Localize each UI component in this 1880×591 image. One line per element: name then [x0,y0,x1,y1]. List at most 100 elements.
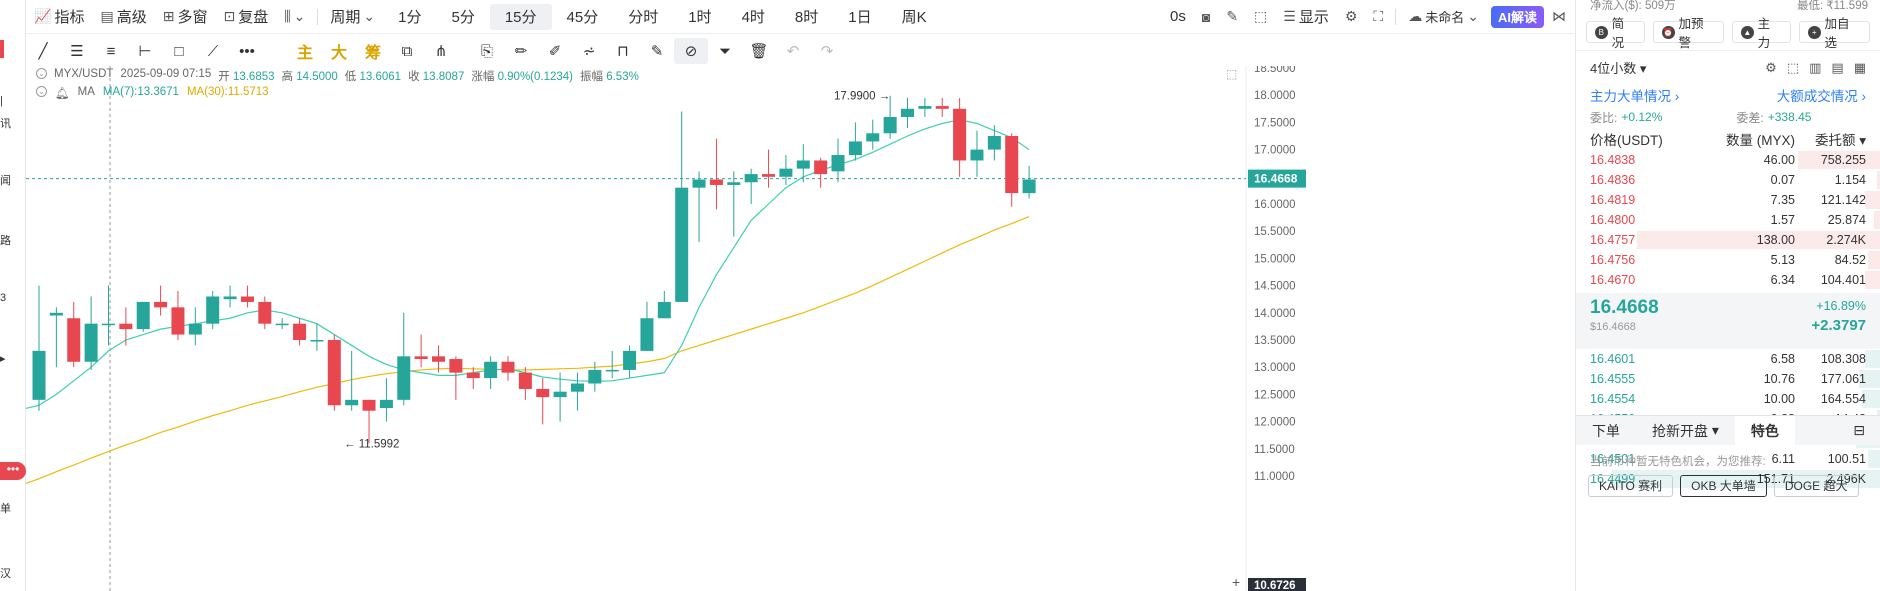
layout-name-dropdown[interactable]: ☁ 未命名 ⌄ [1400,4,1487,30]
asks-view-icon[interactable]: ▤ [1831,59,1844,75]
header-total[interactable]: 委托额 ▾ [1795,129,1866,149]
ask-row[interactable]: 16.4800 1.57 25.874 [1576,210,1880,230]
bids-view-icon[interactable]: ▦ [1853,59,1866,75]
interval-list: 1分 5分 15分 45分 分时 1时 4时 8时 1日 周K [383,3,941,30]
note-icon[interactable]: ✎ [650,43,664,60]
multi-window-button[interactable]: ⊞ 多窗 [155,4,216,30]
candle-body [484,361,498,379]
chart-type-dropdown[interactable]: ⫼ ⌄ [276,4,313,30]
last-price-usd: $16.4668 [1590,321,1636,333]
magnet-icon[interactable]: ⋔ [434,43,448,60]
overview-button[interactable]: B 简况 [1586,17,1645,50]
settings-gear-icon[interactable]: ⚙ [1344,8,1358,24]
settings-icon[interactable]: ⚙ [1765,59,1777,75]
tab-order[interactable]: 下单 [1592,422,1620,439]
interval-button[interactable]: 15分 [489,3,552,30]
interval-button[interactable]: 分时 [628,9,659,26]
copy-icon[interactable]: ⎘ [480,42,493,60]
bid-row[interactable]: 16.4555 10.76 177.061 [1576,369,1880,389]
split-view-icon[interactable]: ▥ [1809,59,1822,75]
tag-okb[interactable]: OKB 大单墙 [1680,475,1767,497]
depth-bar [1864,191,1880,209]
filter-icon[interactable]: ⏷ [718,42,731,60]
rectangle-icon[interactable]: □ [174,42,184,60]
interval-button[interactable]: 45分 [566,9,599,26]
period-dropdown[interactable]: 周期 ⌄ [322,4,383,30]
main-force-button[interactable]: ▲ 主力 [1732,17,1791,50]
large-orders-link[interactable]: 主力大单情况 › [1590,89,1680,104]
candlestick-chart[interactable]: 11.0000 11.5000 12.0000 12.5000 13.0000 13.50… [26,66,1574,591]
add-watchlist-button[interactable]: + 加自选 [1798,17,1870,50]
ray-icon[interactable]: ⟋ [207,42,219,60]
ask-row[interactable]: 16.4756 5.13 84.52 [1576,250,1880,270]
more-tools-icon[interactable]: ••• [239,42,255,60]
collapse-icon[interactable]: ⌄ [36,68,47,79]
ask-row[interactable]: 16.4836 0.07 1.154 [1576,170,1880,190]
ask-row[interactable]: 16.4819 7.35 121.142 [1576,190,1880,210]
legend-amplitude-label: 振幅 [580,71,604,83]
tag-doge[interactable]: DOGE 超大 [1773,475,1859,497]
trash-icon[interactable]: 🗑 [749,43,769,60]
fib-icon[interactable]: ≡ [106,42,116,60]
ratio-value: +0.12% [1621,110,1663,124]
brush-icon[interactable]: ✐ [548,43,562,60]
layout-name-label: 未命名 [1425,10,1465,25]
bid-row[interactable]: 16.4554 10.00 164.554 [1576,389,1880,409]
parallel-lines-icon[interactable]: ☰ [70,43,84,60]
indicators-button[interactable]: 📈 指标 [26,4,92,30]
more-badge[interactable]: ••• [0,462,26,480]
add-watchlist-label: 加自选 [1824,17,1850,50]
fullscreen-icon[interactable]: ⛶ [1373,8,1384,24]
measure-icon[interactable]: ⩫ [582,43,596,60]
candle-body [49,312,63,316]
main-force-toggle[interactable]: 主 [296,45,313,62]
lock-icon[interactable]: ⊓ [617,43,629,60]
interval-button[interactable]: 4时 [741,9,765,26]
undo-icon[interactable]: ↶ [786,43,800,60]
cursor-mode-icon[interactable]: ⊘ [674,38,708,64]
ai-interpret-button[interactable]: AI解读 [1490,5,1544,28]
chart-canvas[interactable]: 11.0000 11.5000 12.0000 12.5000 13.0000 13.50… [26,66,1574,591]
y-tick-label: 18.5000 [1254,66,1296,75]
bid-row[interactable]: 16.4601 6.58 108.308 [1576,349,1880,369]
chip-toggle[interactable]: 筹 [364,45,381,62]
interval-button[interactable]: 1日 [848,9,872,26]
interval-button[interactable]: 周K [901,9,927,26]
tab-new-listing[interactable]: 抢新开盘 ▾ [1636,416,1735,446]
large-order-toggle[interactable]: 大 [330,45,347,62]
pencil-icon[interactable]: ✏ [514,43,528,60]
ohlc-legend: ⌄ MYX/USDT 2025-09-09 07:15 开 13.6853 高 … [36,68,639,84]
tab-featured[interactable]: 特色 [1734,415,1795,446]
ask-row[interactable]: 16.4838 46.00 758.255 [1576,150,1880,170]
horizontal-line-icon[interactable]: ⊢ [138,43,152,60]
edit-icon[interactable]: ✎ [1226,8,1239,24]
precision-dropdown[interactable]: 4位小数 ▾ [1590,58,1646,77]
display-button[interactable]: ☰ 显示 [1275,4,1337,30]
candle-body [240,296,254,302]
camera-icon[interactable]: ◙ [1201,8,1211,25]
advanced-button[interactable]: ▤ 高级 [92,4,154,30]
interval-button[interactable]: 8时 [794,9,819,26]
interval-button[interactable]: 1时 [688,9,712,26]
ask-price: 16.4819 [1590,193,1636,207]
bell-icon[interactable]: 🔔︎ [55,88,70,100]
trend-line-icon[interactable]: ╱ [38,43,48,60]
expand-icon[interactable]: ⬚ [1254,8,1268,24]
share-icon[interactable]: ⋈ [1552,8,1566,24]
ask-row[interactable]: 16.4757 138.00 2.274K [1576,230,1880,250]
large-trades-link[interactable]: 大额成交情况 › [1776,89,1866,104]
ask-row[interactable]: 16.4670 6.34 104.401 [1576,270,1880,290]
replay-button[interactable]: ⊡ 复盘 [215,4,276,30]
interval-button[interactable]: 1分 [398,9,422,26]
bid-row[interactable]: 16.4501 6.11 100.51 [1576,449,1880,469]
indicator-settings-icon[interactable]: ⧉ [401,42,413,60]
collapse-icon[interactable]: ⌄ [36,86,47,97]
interval-button[interactable]: 5分 [451,9,475,26]
candle-body [553,391,567,398]
collapse-panel-icon[interactable]: ⊟ [1853,422,1865,438]
popout-icon[interactable]: ⬚ [1786,59,1800,75]
redo-icon[interactable]: ↷ [820,43,834,60]
tag-kaito[interactable]: KAITO 赛利 [1588,475,1674,497]
add-alert-button[interactable]: ⏰ 加预警 [1652,17,1724,50]
ask-qty: 6.34 [1770,273,1795,287]
